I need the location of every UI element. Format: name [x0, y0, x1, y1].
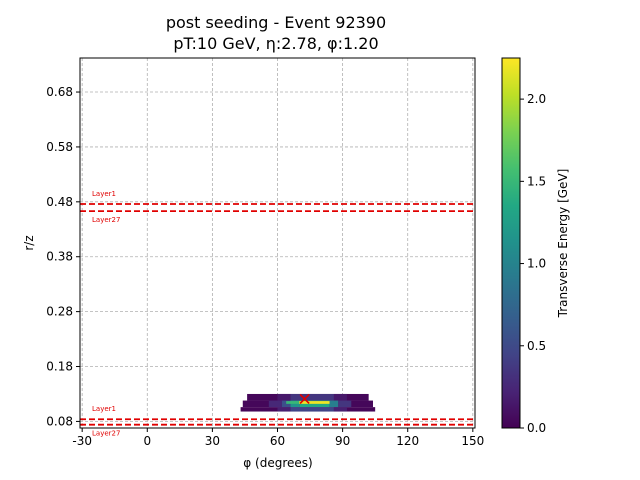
- x-axis-ticks: -30 0 30 60 90 120 150: [72, 428, 484, 448]
- x-tick-label: 30: [205, 434, 220, 448]
- heatmap-cell: [333, 407, 347, 412]
- layer-label-upper: Layer1: [92, 405, 116, 413]
- heatmap-cell: [329, 400, 339, 408]
- colorbar-label: Transverse Energy [GeV]: [556, 169, 570, 319]
- heatmap-cell: [299, 401, 330, 404]
- x-axis-label: φ (degrees): [243, 456, 312, 470]
- colorbar-tick-label: 1.0: [527, 257, 546, 271]
- heatmap-cell: [338, 400, 352, 408]
- y-tick-label: 0.58: [46, 140, 73, 154]
- x-tick-label: 120: [396, 434, 419, 448]
- heatmap-cell: [286, 401, 300, 404]
- heatmap-cell: [333, 393, 347, 401]
- x-tick-label: 60: [270, 434, 285, 448]
- y-tick-label: 0.18: [46, 360, 73, 374]
- chart-title-line2: pT:10 GeV, η:2.78, φ:1.20: [173, 34, 378, 53]
- marker-stroke-b: [299, 393, 310, 404]
- y-tick-label: 0.28: [46, 305, 73, 319]
- layer-label-upper: Layer1: [92, 190, 116, 198]
- heatmap-cell: [277, 393, 291, 401]
- layer-label-lower: Layer27: [92, 216, 120, 224]
- heatmap-cells: [240, 393, 376, 412]
- x-tick-label: 90: [335, 434, 350, 448]
- heatmap-cell: [290, 393, 334, 401]
- layer-label-lower: Layer27: [92, 430, 120, 438]
- colorbar-tick-label: 1.5: [527, 174, 546, 188]
- colorbar-tick-label: 0.5: [527, 339, 546, 353]
- heatmap-cell: [290, 407, 334, 412]
- y-axis-ticks: 0.08 0.18 0.28 0.38 0.48 0.58 0.68: [46, 85, 80, 428]
- layer-lines: Layer1 Layer27 Layer1 Layer27: [80, 190, 475, 438]
- grid: [80, 58, 475, 428]
- seed-marker: [299, 393, 310, 404]
- heatmap-cell: [277, 407, 291, 412]
- y-axis-label: r/z: [22, 235, 36, 250]
- chart-title-line1: post seeding - Event 92390: [166, 13, 386, 32]
- colorbar-tick-label: 2.0: [527, 92, 546, 106]
- colorbar: [501, 57, 521, 429]
- colorbar-tick-label: 0.0: [527, 421, 546, 435]
- y-tick-label: 0.48: [46, 195, 73, 209]
- x-tick-label: -30: [72, 434, 92, 448]
- x-tick-label: 0: [143, 434, 151, 448]
- heatmap-cell: [268, 400, 282, 408]
- y-tick-label: 0.38: [46, 250, 73, 264]
- colorbar-ticks: 0.0 0.5 1.0 1.5 2.0: [520, 92, 546, 435]
- y-tick-label: 0.68: [46, 85, 73, 99]
- y-tick-label: 0.08: [46, 414, 73, 428]
- x-tick-label: 150: [461, 434, 484, 448]
